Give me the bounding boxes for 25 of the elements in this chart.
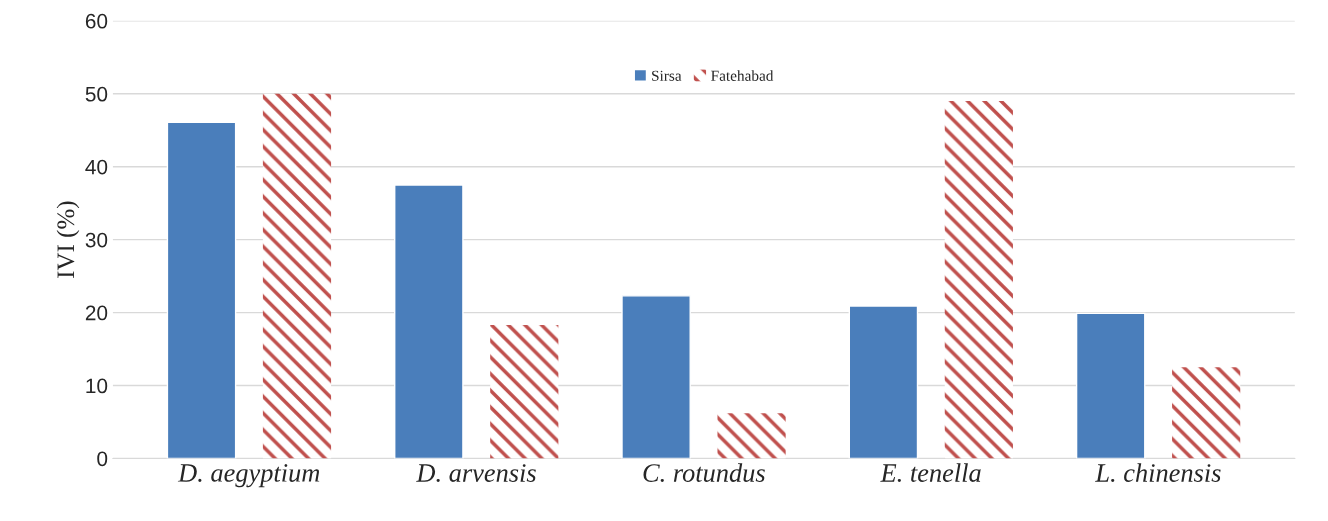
- bar: [1172, 367, 1241, 459]
- y-tick-label: 20: [85, 305, 108, 321]
- bar: [717, 413, 786, 459]
- bar: [1075, 312, 1146, 459]
- x-tick-label: D. aegyptium: [177, 464, 320, 488]
- x-tick-label: L. chinensis: [1095, 463, 1221, 483]
- y-axis-title: IVI (%): [56, 201, 80, 278]
- y-tick-label: 60: [85, 13, 108, 29]
- bar: [166, 121, 237, 459]
- legend-label: Fatehabad: [711, 70, 774, 81]
- y-tick-label: 50: [85, 86, 108, 102]
- y-tick-label: 30: [85, 232, 108, 248]
- x-tick-label: D. arvensis: [416, 464, 536, 483]
- y-tick-label: 0: [97, 451, 108, 467]
- bar: [490, 325, 559, 459]
- bar: [621, 295, 691, 459]
- bar: [944, 101, 1013, 459]
- bar: [262, 93, 332, 459]
- legend-label: Sirsa: [652, 70, 682, 81]
- x-tick-label: C. rotundus: [643, 463, 765, 483]
- x-tick-label: E. tenella: [880, 463, 981, 483]
- y-tick-label: 40: [85, 159, 108, 175]
- y-tick-label: 10: [86, 378, 108, 394]
- bar: [848, 305, 919, 459]
- bar: [394, 184, 464, 459]
